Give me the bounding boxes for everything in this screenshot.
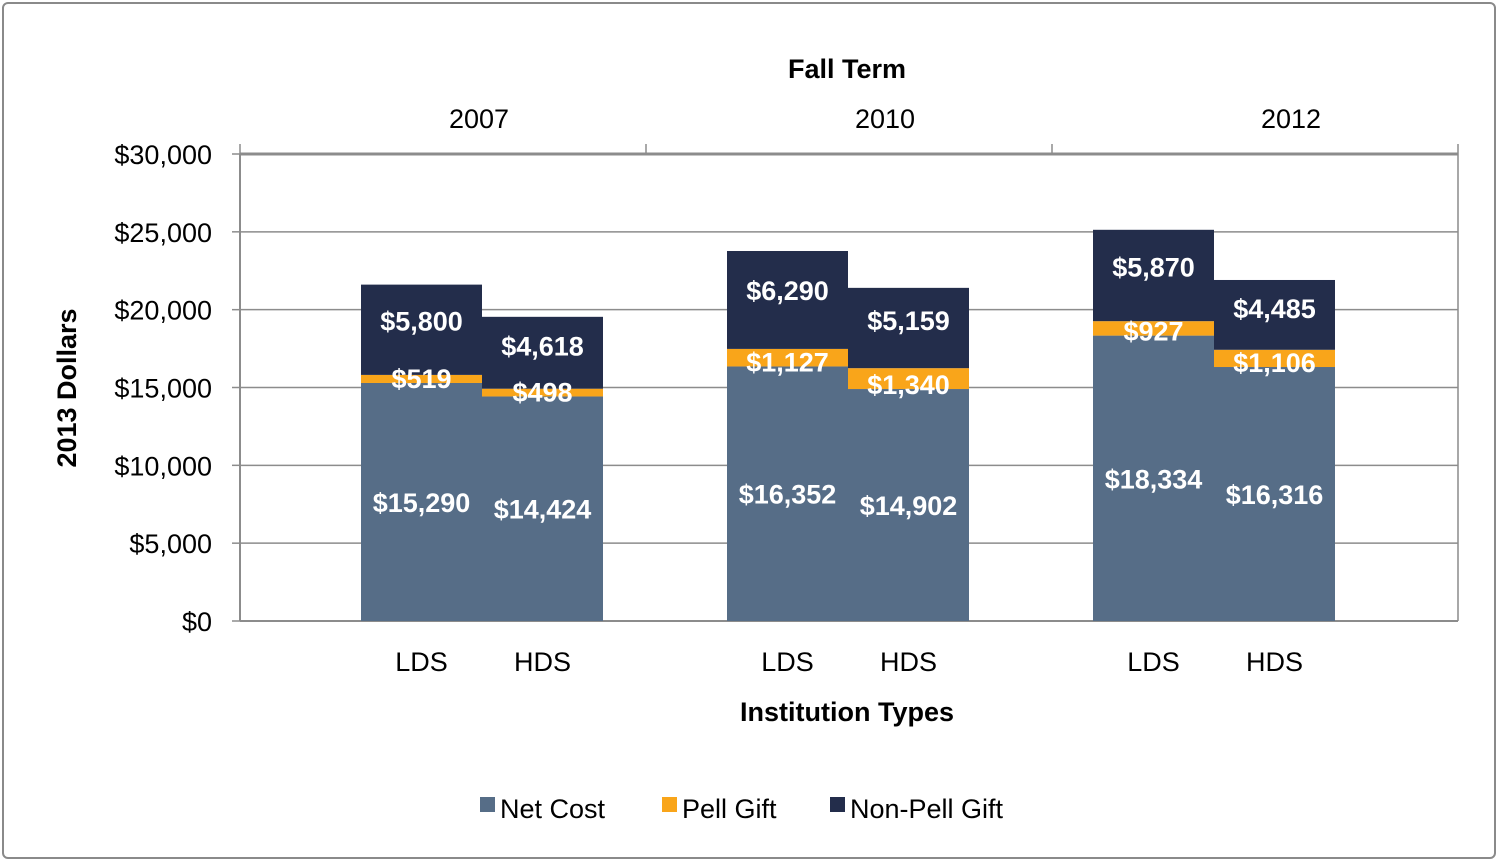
bar-segment-net-cost <box>361 382 482 621</box>
y-tick-label: $20,000 <box>114 296 212 326</box>
y-tick-label: $10,000 <box>114 451 212 481</box>
bar-segment-pell-gift <box>482 388 603 397</box>
data-label: $5,800 <box>380 307 463 337</box>
bar-segment-pell-gift <box>1214 349 1335 368</box>
category-label: LDS <box>1127 647 1180 677</box>
bar-segment-net-cost <box>482 396 603 621</box>
bar-segment-pell-gift <box>1093 321 1214 336</box>
legend: Net Cost Pell Gift Non-Pell Gift <box>480 794 1004 824</box>
data-label: $1,127 <box>746 347 829 377</box>
data-label: $14,424 <box>494 495 592 525</box>
data-label: $18,334 <box>1105 464 1203 494</box>
data-label: $4,618 <box>501 332 584 362</box>
bar-segment-pell-gift <box>727 348 848 367</box>
bars <box>361 229 1335 621</box>
data-label: $15,290 <box>373 488 471 518</box>
bar-segment-pell-gift <box>848 368 969 390</box>
data-label: $6,290 <box>746 276 829 306</box>
data-label: $16,316 <box>1226 480 1324 510</box>
data-label: $14,902 <box>860 491 958 521</box>
legend-swatch-pell-gift <box>662 797 677 812</box>
bar-segment-net-cost <box>727 366 848 621</box>
legend-label: Net Cost <box>500 794 606 824</box>
legend-swatch-non-pell-gift <box>830 797 845 812</box>
category-label: HDS <box>1246 647 1303 677</box>
bar-segment-net-cost <box>1093 335 1214 621</box>
top-group-label: 2007 <box>449 104 509 134</box>
legend-label: Non-Pell Gift <box>850 794 1004 824</box>
top-group-label: 2012 <box>1261 104 1321 134</box>
category-label: HDS <box>514 647 571 677</box>
data-labels: $15,290 $519 $5,800 $14,424 $498 $4,618 $16,35… <box>373 252 1324 524</box>
bar-segment-non-pell-gift <box>727 250 848 349</box>
x-axis-title: Institution Types <box>740 697 954 727</box>
data-label: $519 <box>391 364 451 394</box>
top-axis-title: Fall Term <box>788 54 906 84</box>
data-label: $1,340 <box>867 370 950 400</box>
y-tick-label: $25,000 <box>114 218 212 248</box>
bar-segment-non-pell-gift <box>361 284 482 375</box>
data-label: $5,870 <box>1112 252 1195 282</box>
category-label: HDS <box>880 647 937 677</box>
bar-segment-non-pell-gift <box>848 287 969 369</box>
legend-swatch-net-cost <box>480 797 495 812</box>
y-tick-label: $5,000 <box>129 529 212 559</box>
legend-label: Pell Gift <box>682 794 777 824</box>
data-label: $16,352 <box>739 480 837 510</box>
bar-segment-non-pell-gift <box>482 316 603 389</box>
data-label: $1,106 <box>1233 348 1316 378</box>
y-tick-label: $30,000 <box>114 140 212 170</box>
y-tick-label: $0 <box>182 607 212 637</box>
data-label: $5,159 <box>867 306 950 336</box>
bar-segment-non-pell-gift <box>1214 279 1335 350</box>
top-group-label: 2010 <box>855 104 915 134</box>
data-label: $498 <box>512 377 572 407</box>
category-label: LDS <box>395 647 448 677</box>
bar-segment-net-cost <box>1214 367 1335 621</box>
y-axis-title: 2013 Dollars <box>52 308 82 467</box>
data-label: $4,485 <box>1233 294 1316 324</box>
bar-segment-non-pell-gift <box>1093 229 1214 322</box>
bar-segment-pell-gift <box>361 374 482 383</box>
data-label: $927 <box>1123 317 1183 347</box>
y-tick-label: $15,000 <box>114 374 212 404</box>
category-label: LDS <box>761 647 814 677</box>
bar-segment-net-cost <box>848 389 969 621</box>
